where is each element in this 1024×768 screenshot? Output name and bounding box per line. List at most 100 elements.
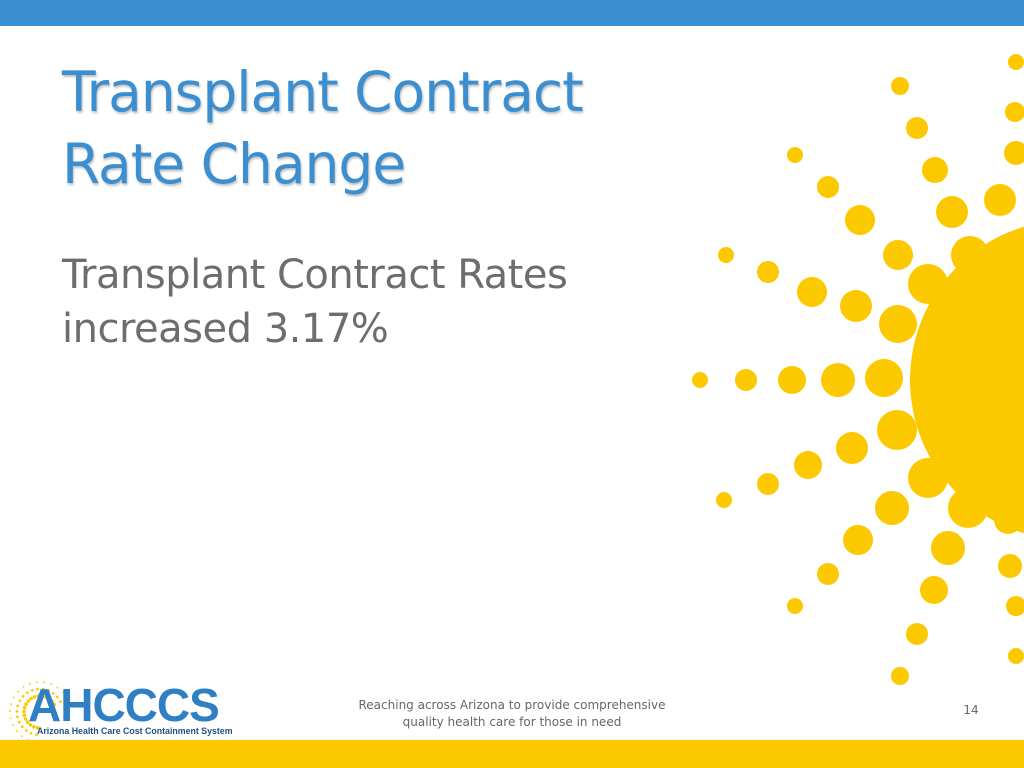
logo-ray-dot-icon bbox=[15, 710, 19, 713]
logo-ray-dot-icon bbox=[9, 717, 12, 720]
sun-dot-icon bbox=[1008, 648, 1024, 664]
sun-dot-icon bbox=[877, 410, 917, 450]
logo-ray-dot-icon bbox=[59, 700, 62, 703]
logo-ray-dot-icon bbox=[17, 720, 21, 724]
logo-ray-dot-icon bbox=[44, 695, 48, 699]
logo-ray-dot-icon bbox=[61, 691, 64, 694]
logo-ray-dot-icon bbox=[32, 725, 36, 729]
logo-ray-dot-icon bbox=[47, 689, 50, 692]
sun-dot-icon bbox=[875, 491, 909, 525]
logo-ray-dot-icon bbox=[47, 697, 52, 701]
footer-line-2: quality health care for those in need bbox=[402, 715, 622, 729]
logo-ray-dot-icon bbox=[17, 690, 19, 693]
logo-ray-dot-icon bbox=[50, 699, 54, 704]
body-line-2: increased 3.17% bbox=[62, 306, 389, 352]
logo-ray-dot-icon bbox=[36, 694, 41, 698]
sun-dot-icon bbox=[891, 77, 909, 95]
sun-dot-icon bbox=[716, 492, 732, 508]
sun-dot-icon bbox=[787, 147, 803, 163]
logo-ray-dot-icon bbox=[40, 694, 44, 698]
logo-ray-dot-icon bbox=[41, 687, 45, 691]
sun-dot-icon bbox=[843, 525, 873, 555]
sun-dot-icon bbox=[879, 305, 917, 343]
sun-dot-icon bbox=[865, 359, 903, 397]
slide-title: Transplant Contract Rate Change bbox=[62, 56, 662, 200]
logo-ray-dot-icon bbox=[21, 735, 23, 737]
sun-dot-icon bbox=[845, 205, 875, 235]
logo-ray-dot-icon bbox=[24, 702, 28, 706]
sun-dot-icon bbox=[718, 247, 734, 263]
sun-dot-icon bbox=[735, 369, 757, 391]
logo-ray-dot-icon bbox=[28, 723, 33, 727]
top-accent-bar bbox=[0, 0, 1024, 26]
logo-ray-dot-icon bbox=[10, 703, 13, 705]
logo-ray-dot-icon bbox=[35, 733, 38, 737]
logo-ray-dot-icon bbox=[43, 681, 45, 684]
sun-dot-icon bbox=[951, 236, 989, 274]
sun-dot-icon bbox=[931, 531, 965, 565]
sun-dot-icon bbox=[908, 264, 948, 304]
logo-ray-dot-icon bbox=[26, 691, 29, 695]
logo-wordmark: AHCCCS bbox=[28, 679, 220, 731]
footer-tagline: Reaching across Arizona to provide compr… bbox=[340, 697, 684, 731]
sun-dot-icon bbox=[906, 623, 928, 645]
logo-ray-dot-icon bbox=[22, 706, 27, 710]
sun-dot-icon bbox=[1008, 54, 1024, 70]
logo-tagline: Arizona Health Care Cost Containment Sys… bbox=[37, 726, 233, 736]
logo-ray-dot-icon bbox=[25, 720, 30, 724]
sun-dot-icon bbox=[840, 290, 872, 322]
footer-line-1: Reaching across Arizona to provide compr… bbox=[358, 698, 666, 712]
sun-dot-icon bbox=[984, 184, 1016, 216]
logo-ray-dot-icon bbox=[36, 687, 40, 691]
bottom-accent-bar bbox=[0, 740, 1024, 768]
logo-ray-dot-icon bbox=[20, 725, 24, 729]
logo-ray-dot-icon bbox=[56, 695, 59, 699]
sun-dot-icon bbox=[998, 554, 1022, 578]
title-line-1: Transplant Contract bbox=[62, 60, 584, 124]
sun-dot-icon bbox=[948, 488, 988, 528]
logo-ray-dot-icon bbox=[51, 691, 55, 695]
sun-rays-logo-icon bbox=[9, 681, 68, 740]
logo-ray-dot-icon bbox=[52, 702, 57, 707]
logo-ray-dot-icon bbox=[16, 715, 19, 719]
sun-core-icon bbox=[910, 226, 1024, 534]
logo-ray-dot-icon bbox=[22, 686, 25, 688]
sun-dot-icon bbox=[821, 363, 855, 397]
logo-ray-dot-icon bbox=[18, 699, 22, 703]
logo-ray-dot-icon bbox=[16, 730, 18, 733]
logo-ray-dot-icon bbox=[12, 724, 14, 726]
title-line-2: Rate Change bbox=[62, 132, 406, 196]
sun-dot-icon bbox=[922, 157, 948, 183]
logo-ray-dot-icon bbox=[29, 696, 33, 701]
logo-ray-dot-icon bbox=[27, 738, 30, 740]
sun-dot-icon bbox=[817, 176, 839, 198]
sun-dot-icon bbox=[778, 366, 806, 394]
logo-ray-dot-icon bbox=[56, 686, 59, 689]
sun-graphic-icon bbox=[692, 54, 1024, 685]
sun-dot-icon bbox=[757, 261, 779, 283]
sun-dot-icon bbox=[1006, 596, 1024, 616]
sun-dot-icon bbox=[836, 432, 868, 464]
sun-dot-icon bbox=[883, 240, 913, 270]
logo-ray-dot-icon bbox=[36, 681, 38, 684]
sun-dot-icon bbox=[1005, 102, 1024, 122]
logo-ray-dot-icon bbox=[26, 699, 31, 703]
logo-ray-dot-icon bbox=[22, 713, 27, 718]
sun-dot-icon bbox=[891, 667, 909, 685]
logo-ray-dot-icon bbox=[23, 717, 28, 721]
sun-dot-icon bbox=[920, 576, 948, 604]
logo-ray-dot-icon bbox=[29, 731, 33, 735]
logo-ray-dot-icon bbox=[65, 697, 68, 700]
sun-dot-icon bbox=[817, 563, 839, 585]
page-number: 14 bbox=[963, 703, 979, 717]
sun-dot-icon bbox=[994, 506, 1022, 534]
sun-dot-icon bbox=[1004, 141, 1024, 165]
sun-dot-icon bbox=[757, 473, 779, 495]
sun-dot-icon bbox=[908, 458, 948, 498]
sun-dot-icon bbox=[787, 598, 803, 614]
logo-ray-dot-icon bbox=[30, 688, 34, 692]
logo-ray-dot-icon bbox=[22, 709, 26, 714]
body-line-1: Transplant Contract Rates bbox=[62, 252, 568, 298]
logo-ray-dot-icon bbox=[9, 710, 11, 713]
logo-ray-dot-icon bbox=[12, 696, 15, 699]
